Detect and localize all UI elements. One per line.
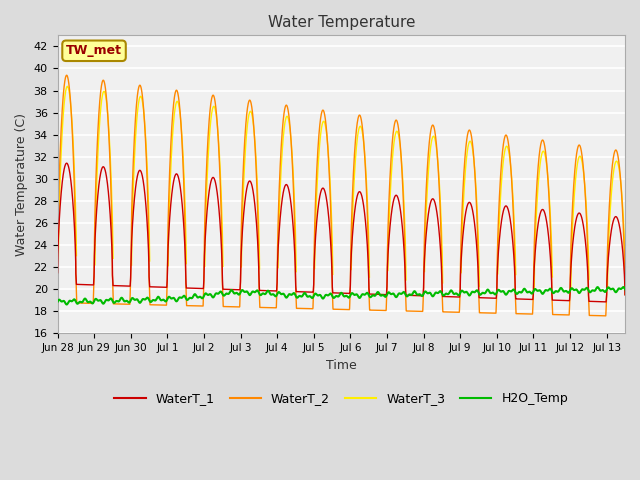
H2O_Temp — [375, 290, 383, 296]
Line: WaterT_3: WaterT_3 — [58, 86, 625, 289]
WaterT_1 — [312, 234, 319, 240]
WaterT_3 — [621, 254, 629, 260]
Line: WaterT_2: WaterT_2 — [58, 75, 625, 316]
Legend: WaterT_1, WaterT_2, WaterT_3, H2O_Temp: WaterT_1, WaterT_2, WaterT_3, H2O_Temp — [109, 387, 573, 410]
WaterT_1 — [502, 204, 509, 209]
H2O_Temp — [312, 291, 319, 297]
WaterT_1 — [63, 160, 70, 166]
WaterT_3 — [501, 146, 509, 152]
WaterT_1 — [327, 248, 335, 253]
WaterT_2 — [54, 270, 61, 276]
H2O_Temp — [63, 301, 70, 307]
WaterT_2 — [327, 221, 335, 227]
Title: Water Temperature: Water Temperature — [268, 15, 415, 30]
WaterT_2 — [502, 132, 509, 138]
WaterT_2 — [621, 292, 629, 298]
WaterT_3 — [616, 175, 624, 180]
WaterT_1 — [54, 270, 61, 276]
H2O_Temp — [621, 287, 629, 292]
WaterT_1 — [602, 299, 610, 305]
WaterT_1 — [617, 230, 625, 236]
WaterT_2 — [602, 313, 610, 319]
H2O_Temp — [300, 292, 307, 298]
Line: H2O_Temp: H2O_Temp — [58, 287, 625, 304]
WaterT_2 — [300, 306, 307, 312]
WaterT_1 — [300, 289, 307, 295]
X-axis label: Time: Time — [326, 359, 356, 372]
WaterT_2 — [375, 307, 383, 313]
WaterT_3 — [312, 228, 319, 234]
H2O_Temp — [327, 291, 335, 297]
Y-axis label: Water Temperature (C): Water Temperature (C) — [15, 113, 28, 256]
WaterT_3 — [327, 200, 335, 205]
H2O_Temp — [502, 291, 509, 297]
Line: WaterT_1: WaterT_1 — [58, 163, 625, 302]
H2O_Temp — [616, 286, 624, 292]
WaterT_2 — [617, 177, 625, 182]
WaterT_1 — [375, 291, 383, 297]
H2O_Temp — [620, 284, 627, 290]
H2O_Temp — [54, 299, 61, 305]
WaterT_2 — [312, 196, 319, 202]
WaterT_1 — [621, 292, 629, 298]
WaterT_2 — [63, 72, 70, 78]
Text: TW_met: TW_met — [66, 44, 122, 57]
